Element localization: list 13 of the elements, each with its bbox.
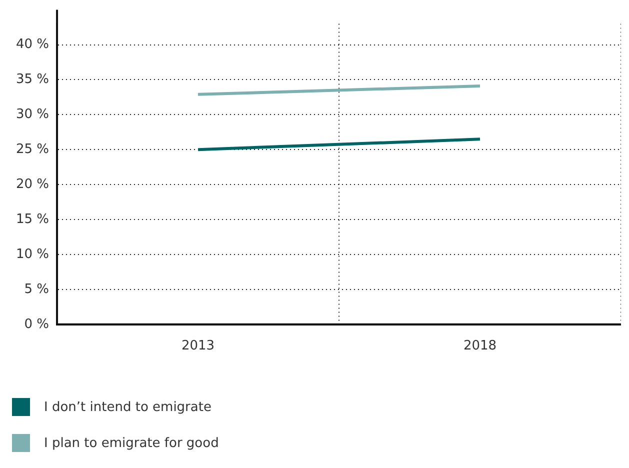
y-tick-label: 5 % (24, 282, 50, 297)
y-tick-label: 10 % (16, 246, 50, 262)
y-tick-label: 25 % (16, 142, 50, 158)
legend-label: I plan to emigrate for good (44, 436, 219, 450)
legend-label: I don’t intend to emigrate (44, 400, 212, 414)
x-tick-label: 2018 (463, 338, 497, 354)
y-tick-label: 0 % (24, 316, 50, 332)
x-tick-label: 2013 (181, 338, 215, 354)
y-tick-label: 15 % (16, 212, 50, 227)
y-tick-label: 30 % (16, 107, 50, 122)
y-tick-label: 35 % (16, 72, 50, 88)
y-tick-label: 40 % (16, 37, 50, 52)
y-tick-label: 20 % (16, 176, 50, 192)
